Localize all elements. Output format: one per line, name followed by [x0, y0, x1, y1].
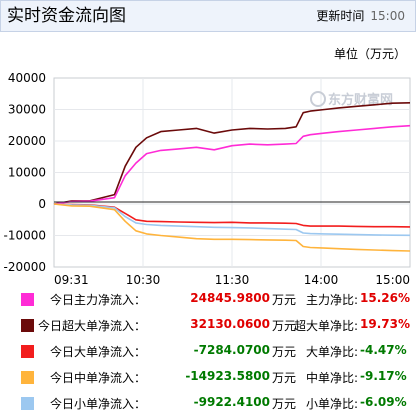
series-line-super	[53, 102, 411, 205]
legend-row-medium: 今日中单净流入： -14923.5800 万元 中单净比: -9.17%	[0, 365, 416, 391]
legend-row-main: 今日主力净流入： 24845.9800 万元 主力净比: 15.26%	[0, 287, 416, 313]
legend-value-large: -7284.0700	[193, 343, 270, 357]
legend-swatch-small	[21, 397, 34, 410]
legend-ratio-medium: -9.17%	[360, 369, 407, 383]
legend-ratio-label-small: 小单净比:	[305, 397, 358, 411]
series-lines	[53, 102, 411, 252]
legend-unit-small: 万元	[272, 397, 297, 411]
legend-ratio-label-large: 大单净比:	[305, 345, 358, 359]
chart-header: 实时资金流向图 更新时间 15:00	[0, 0, 416, 32]
x-tick-label: 14:00	[304, 273, 339, 287]
x-tick-label: 09:31	[54, 273, 89, 287]
legend-unit-large: 万元	[272, 345, 297, 359]
gridlines	[54, 78, 410, 267]
legend-label-main: 今日主力净流入：	[49, 293, 146, 307]
series-line-small	[53, 203, 411, 237]
unit-label: 单位（万元）	[333, 47, 406, 61]
y-tick-label: 10000	[8, 166, 46, 180]
legend-ratio-large: -4.47%	[360, 343, 407, 357]
legend-row-super: 今日超大单净流入： 32130.0600 万元 超大单净比: 19.73%	[0, 313, 416, 339]
legend-unit-medium: 万元	[272, 371, 297, 385]
legend-swatch-main	[21, 293, 34, 306]
update-time-label: 更新时间	[316, 9, 365, 23]
update-time-value: 15:00	[370, 9, 405, 23]
y-axis-ticks: 40000 30000 20000 10000 0 -10000 -20000	[3, 71, 46, 274]
legend-label-super: 今日超大单净流入：	[37, 319, 146, 333]
x-tick-label: 11:30	[215, 273, 250, 287]
legend-ratio-label-main: 主力净比:	[305, 293, 358, 307]
legend-ratio-main: 15.26%	[360, 291, 410, 305]
x-tick-label: 15:00	[375, 273, 410, 287]
update-time: 更新时间 15:00	[316, 8, 405, 24]
y-tick-label: 0	[38, 197, 46, 211]
legend-value-super: 32130.0600	[190, 317, 270, 331]
x-axis-ticks: 09:31 10:30 11:30 14:00 15:00	[54, 273, 410, 287]
legend-ratio-super: 19.73%	[360, 317, 410, 331]
y-tick-label: 20000	[8, 134, 46, 148]
legend-unit-main: 万元	[272, 293, 297, 307]
series-line-large	[53, 203, 411, 228]
legend-ratio-small: -6.09%	[360, 395, 407, 409]
legend-label-medium: 今日中单净流入：	[49, 371, 146, 385]
legend-value-main: 24845.9800	[190, 291, 270, 305]
y-tick-label: 40000	[8, 71, 46, 85]
y-tick-label: -10000	[3, 229, 46, 243]
legend-swatch-large	[21, 345, 34, 358]
legend-value-small: -9922.4100	[193, 395, 270, 409]
legend-ratio-label-medium: 中单净比:	[305, 371, 358, 385]
x-tick-label: 10:30	[126, 273, 161, 287]
series-line-medium	[53, 203, 411, 252]
y-tick-label: 30000	[8, 103, 46, 117]
legend-row-small: 今日小单净流入： -9922.4100 万元 小单净比: -6.09%	[0, 391, 416, 417]
series-line-main	[53, 124, 411, 205]
legend-row-large: 今日大单净流入： -7284.0700 万元 大单净比: -4.47%	[0, 339, 416, 365]
legend-label-small: 今日小单净流入：	[49, 397, 146, 411]
legend-label-large: 今日大单净流入：	[49, 345, 146, 359]
legend-ratio-label-super: 超大单净比:	[293, 319, 358, 333]
chart-title: 实时资金流向图	[7, 6, 126, 26]
legend-value-medium: -14923.5800	[185, 369, 270, 383]
legend-swatch-medium	[21, 371, 34, 384]
legend-swatch-super	[21, 319, 34, 332]
legend-unit-super: 万元	[272, 319, 297, 333]
y-tick-label: -20000	[3, 260, 46, 274]
watermark-logo-icon	[310, 91, 326, 107]
